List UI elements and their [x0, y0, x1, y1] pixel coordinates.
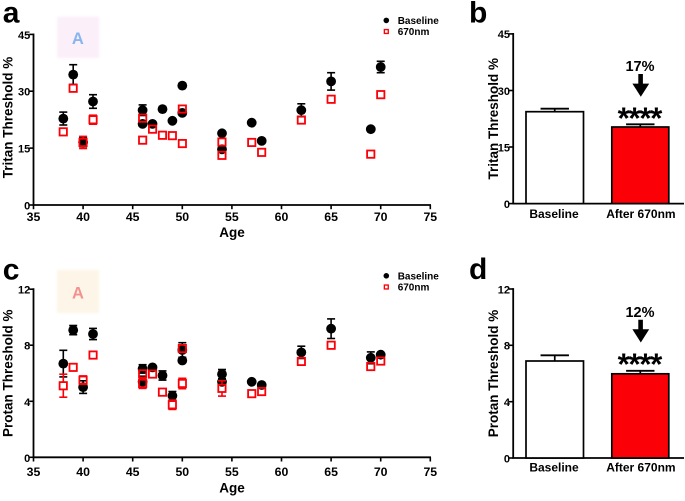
- svg-text:Protan Threshold %: Protan Threshold %: [1, 309, 16, 437]
- svg-text:30: 30: [498, 86, 510, 98]
- svg-text:35: 35: [27, 465, 41, 479]
- svg-text:4: 4: [504, 397, 511, 409]
- svg-text:0: 0: [504, 453, 510, 465]
- svg-text:*: *: [639, 101, 652, 136]
- svg-text:Baseline: Baseline: [398, 16, 440, 27]
- svg-text:*: *: [618, 101, 631, 136]
- svg-text:12%: 12%: [625, 305, 654, 321]
- svg-text:Age: Age: [219, 225, 245, 240]
- svg-text:8: 8: [504, 341, 510, 353]
- svg-text:A: A: [72, 285, 84, 303]
- svg-text:0: 0: [504, 199, 510, 211]
- svg-text:Tritan Threshold %: Tritan Threshold %: [486, 58, 501, 180]
- svg-text:d: d: [469, 253, 487, 286]
- svg-text:b: b: [469, 0, 487, 29]
- svg-text:Baseline: Baseline: [529, 461, 579, 475]
- svg-text:50: 50: [175, 465, 189, 479]
- svg-text:12: 12: [18, 285, 30, 297]
- svg-text:Tritan Threshold %: Tritan Threshold %: [1, 57, 16, 179]
- svg-text:75: 75: [423, 465, 437, 479]
- svg-text:After 670nm: After 670nm: [606, 207, 675, 221]
- svg-text:8: 8: [24, 341, 30, 353]
- svg-text:70: 70: [374, 210, 388, 224]
- svg-text:*: *: [650, 101, 663, 136]
- svg-text:45: 45: [18, 30, 30, 42]
- svg-text:A: A: [72, 30, 84, 48]
- svg-text:55: 55: [225, 210, 239, 224]
- svg-text:45: 45: [126, 210, 140, 224]
- svg-text:17%: 17%: [625, 59, 654, 75]
- svg-text:0: 0: [24, 201, 30, 213]
- svg-text:Baseline: Baseline: [398, 271, 440, 282]
- svg-text:4: 4: [24, 397, 31, 409]
- svg-text:a: a: [3, 0, 20, 29]
- svg-text:*: *: [639, 347, 652, 382]
- svg-text:Baseline: Baseline: [529, 207, 579, 221]
- svg-text:c: c: [3, 253, 20, 286]
- svg-text:45: 45: [126, 465, 140, 479]
- svg-text:*: *: [629, 101, 642, 136]
- svg-text:15: 15: [498, 142, 510, 154]
- svg-text:12: 12: [498, 284, 510, 296]
- svg-text:670nm: 670nm: [398, 283, 430, 294]
- svg-text:*: *: [650, 347, 663, 382]
- svg-text:45: 45: [498, 29, 510, 41]
- svg-text:35: 35: [27, 210, 41, 224]
- svg-text:Age: Age: [219, 480, 245, 495]
- svg-text:70: 70: [374, 465, 388, 479]
- svg-text:After 670nm: After 670nm: [606, 461, 675, 475]
- svg-text:60: 60: [275, 465, 289, 479]
- svg-text:Protan Threshold %: Protan Threshold %: [486, 310, 501, 438]
- svg-text:75: 75: [423, 210, 437, 224]
- svg-text:30: 30: [18, 87, 30, 99]
- svg-text:40: 40: [76, 210, 90, 224]
- svg-text:*: *: [629, 347, 642, 382]
- svg-text:65: 65: [324, 210, 338, 224]
- svg-text:15: 15: [18, 144, 30, 156]
- svg-text:*: *: [618, 347, 631, 382]
- svg-text:65: 65: [324, 465, 338, 479]
- svg-text:55: 55: [225, 465, 239, 479]
- svg-text:50: 50: [175, 210, 189, 224]
- svg-text:60: 60: [275, 210, 289, 224]
- svg-text:670nm: 670nm: [398, 27, 430, 38]
- svg-text:0: 0: [24, 453, 30, 465]
- svg-text:40: 40: [76, 465, 90, 479]
